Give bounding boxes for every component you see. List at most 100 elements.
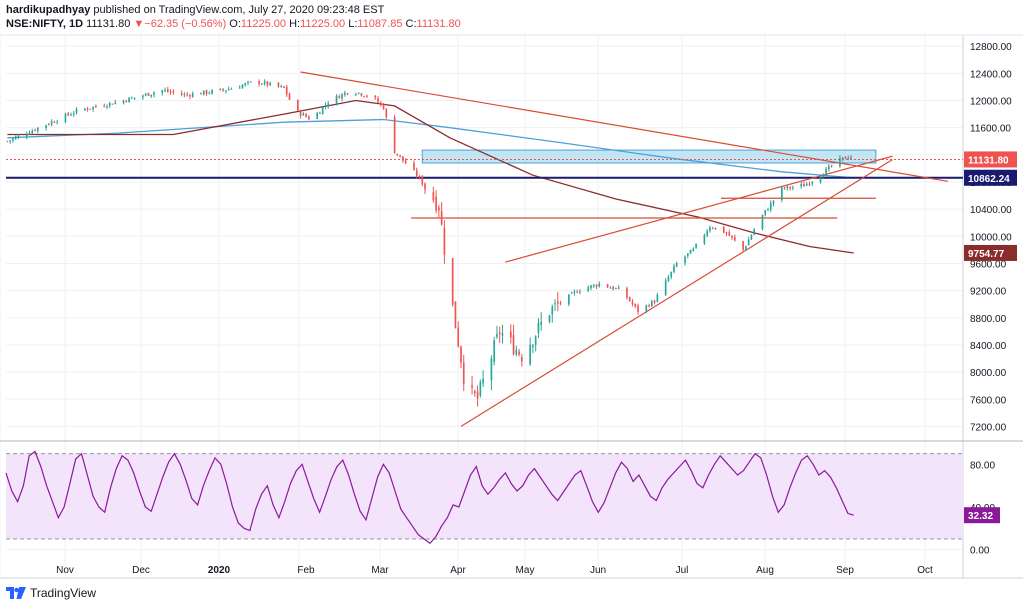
candle-up — [72, 113, 75, 115]
candle-down — [731, 235, 733, 238]
footer-branding: TradingView — [6, 586, 96, 600]
candle-up — [651, 300, 653, 307]
candle-up — [343, 92, 346, 95]
candle-up — [319, 113, 321, 115]
tradingview-logo-icon — [6, 587, 26, 599]
candle-down — [808, 183, 811, 185]
candle-down — [556, 301, 559, 304]
candle-up — [745, 246, 747, 251]
candle-up — [230, 88, 233, 90]
time-tick-label: Dec — [132, 565, 150, 576]
candle-down — [476, 391, 479, 399]
time-tick-label: Feb — [297, 565, 315, 576]
candle-down — [637, 305, 639, 313]
candle-up — [241, 84, 244, 89]
candle-down — [415, 170, 418, 177]
candle-down — [783, 187, 786, 189]
candle-up — [761, 214, 764, 229]
candle-up — [324, 105, 327, 107]
candle-up — [36, 127, 39, 132]
candle-down — [296, 100, 299, 111]
candle-up — [150, 94, 153, 97]
candle-up — [131, 97, 133, 99]
candle-up — [244, 83, 247, 86]
candle-up — [208, 92, 211, 94]
publisher-name[interactable]: hardikupadhyay — [6, 4, 91, 16]
candle-up — [490, 358, 493, 381]
rsi-band — [6, 453, 963, 539]
candle-up — [695, 243, 697, 249]
candle-down — [606, 284, 609, 288]
price-tick-label: 8000.00 — [970, 368, 1007, 379]
candle-up — [12, 138, 14, 141]
candle-down — [377, 98, 379, 103]
candle-up — [496, 333, 498, 337]
candle-up — [56, 121, 58, 123]
price-tick-label: 12800.00 — [970, 42, 1012, 53]
candle-up — [50, 121, 53, 125]
candle-down — [733, 237, 736, 241]
time-tick-label: Apr — [450, 565, 466, 576]
publish-info: hardikupadhyay published on TradingView.… — [6, 4, 384, 16]
candle-down — [53, 121, 56, 123]
candle-up — [355, 94, 357, 96]
candle-up — [532, 345, 534, 348]
candle-up — [841, 157, 844, 159]
candle-up — [341, 94, 343, 99]
candle-up — [568, 294, 570, 305]
candle-down — [305, 114, 307, 117]
candle-up — [238, 87, 241, 89]
candle-up — [144, 93, 147, 96]
candle-down — [385, 108, 388, 117]
price-tick-label: 9600.00 — [970, 259, 1007, 270]
candle-down — [628, 296, 631, 302]
candle-down — [631, 301, 634, 305]
candle-up — [551, 306, 554, 315]
brand-name[interactable]: TradingView — [30, 586, 97, 600]
candle-down — [728, 232, 731, 236]
low-label: L: — [348, 18, 358, 30]
candle-up — [811, 181, 814, 184]
candle-up — [772, 200, 775, 204]
candle-down — [363, 96, 366, 98]
price-tag-label: 10862.24 — [968, 174, 1010, 185]
price-tick-label: 11600.00 — [970, 124, 1011, 135]
candle-down — [86, 108, 89, 110]
candle-down — [612, 286, 614, 290]
candle-up — [750, 235, 753, 240]
symbol-label[interactable]: NSE:NIFTY, 1D — [6, 18, 84, 30]
candle-down — [399, 155, 401, 157]
caret-down-icon: ▼ — [133, 18, 145, 30]
time-tick-label: May — [516, 565, 535, 576]
candle-up — [684, 256, 686, 264]
candle-down — [205, 90, 208, 94]
candle-down — [95, 105, 97, 107]
candle-down — [432, 192, 435, 201]
candle-up — [825, 168, 827, 177]
candle-up — [183, 94, 186, 96]
candle-up — [31, 130, 34, 134]
price-tick-label: 7200.00 — [970, 422, 1007, 433]
candle-up — [764, 210, 767, 215]
time-tick-label: Jun — [590, 565, 606, 576]
candle-up — [261, 83, 263, 85]
open-label: O: — [229, 18, 241, 30]
candle-down — [189, 94, 191, 97]
trendline — [505, 155, 893, 263]
price-tick-label: 10000.00 — [970, 232, 1012, 243]
candle-up — [706, 231, 708, 236]
candle-up — [153, 92, 155, 95]
candle-up — [14, 136, 17, 140]
candle-down — [402, 156, 404, 161]
candle-down — [200, 93, 202, 95]
candle-up — [747, 239, 750, 246]
candle-down — [722, 226, 725, 233]
rsi-tag-bg — [964, 507, 1000, 524]
candle-up — [327, 103, 330, 107]
candle-down — [789, 187, 791, 189]
candle-down — [454, 301, 457, 329]
candle-up — [122, 100, 125, 104]
candle-up — [479, 381, 482, 396]
candle-down — [382, 104, 385, 110]
chart-canvas[interactable]: 7200.00 7600.00 8000.00 8400.00 8800.00 9200.… — [0, 0, 1023, 586]
